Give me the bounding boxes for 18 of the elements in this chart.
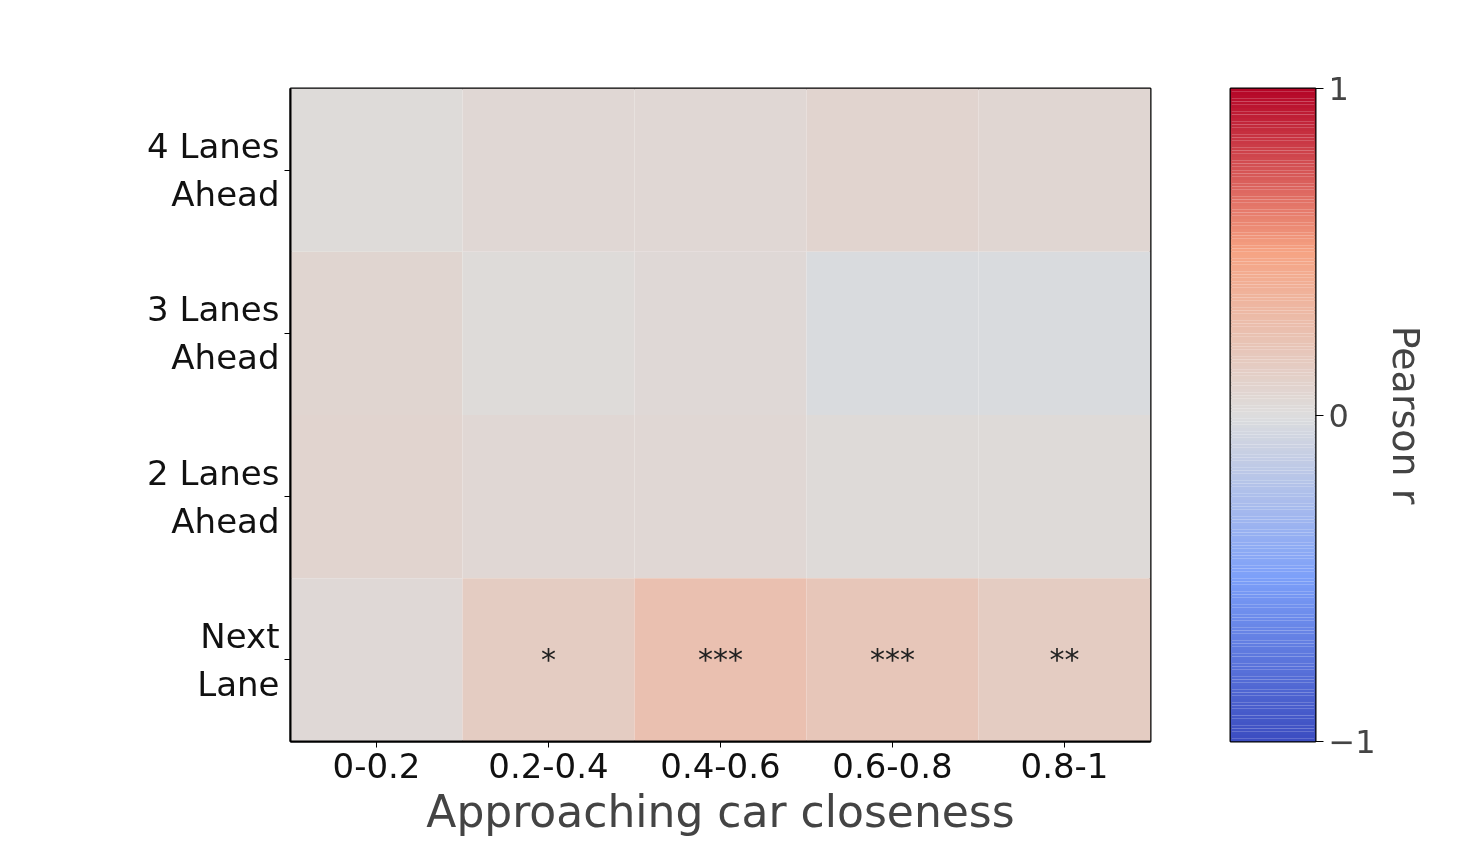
x-tick-label: 0.6-0.8 (832, 745, 953, 786)
y-tick-label: 4 Lanes Ahead (147, 126, 280, 215)
data-label: *** (698, 642, 743, 678)
x-axis-title: Approaching car closeness (426, 785, 1015, 837)
y-tick-label: Next Lane (197, 615, 280, 704)
y-tick-label: 3 Lanes Ahead (147, 289, 280, 378)
y-tick-label: 2 Lanes Ahead (147, 452, 280, 541)
x-tick-label: 0.4-0.6 (660, 745, 781, 786)
color-bar-label: −1 (1328, 723, 1376, 761)
x-tick-label: 0.8-1 (1020, 745, 1109, 786)
x-tick-label: 0.2-0.4 (488, 745, 609, 786)
data-label: ** (1049, 642, 1080, 678)
color-bar-title: Pearson r (1383, 325, 1428, 505)
color-bar-label: 0 (1328, 396, 1349, 435)
color-bar-label: 1 (1328, 70, 1349, 108)
x-tick-label: 0-0.2 (332, 745, 421, 786)
data-label: *** (870, 642, 915, 678)
data-label: * (541, 642, 556, 678)
